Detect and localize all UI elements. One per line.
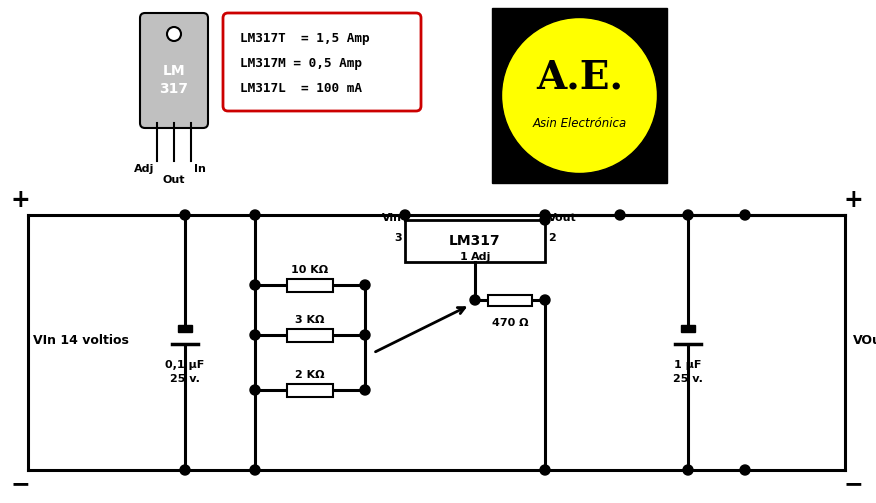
Text: LM317: LM317 xyxy=(449,234,501,248)
FancyBboxPatch shape xyxy=(223,13,421,111)
Text: Asin Electrónica: Asin Electrónica xyxy=(533,117,626,130)
Text: 25 v.: 25 v. xyxy=(170,374,200,384)
Bar xyxy=(488,294,532,305)
Text: Vout: Vout xyxy=(548,213,576,223)
Text: In: In xyxy=(194,164,206,174)
Circle shape xyxy=(360,330,370,340)
Text: 2 KΩ: 2 KΩ xyxy=(295,370,325,380)
Text: 470 Ω: 470 Ω xyxy=(491,318,528,328)
Circle shape xyxy=(250,330,260,340)
Text: 3 KΩ: 3 KΩ xyxy=(295,315,325,325)
Circle shape xyxy=(400,210,410,220)
Circle shape xyxy=(683,465,693,475)
Text: 2: 2 xyxy=(548,233,555,243)
Circle shape xyxy=(470,295,480,305)
Text: VOut: VOut xyxy=(853,333,876,347)
Circle shape xyxy=(180,465,190,475)
Text: 0,1 μF: 0,1 μF xyxy=(166,360,205,370)
FancyBboxPatch shape xyxy=(140,13,208,128)
Text: 1: 1 xyxy=(459,252,467,262)
Circle shape xyxy=(250,385,260,395)
Text: Adj: Adj xyxy=(471,252,491,262)
Circle shape xyxy=(540,215,550,225)
Text: LM
317: LM 317 xyxy=(159,64,188,96)
Text: −: − xyxy=(843,472,863,496)
Text: 1 μF: 1 μF xyxy=(675,360,702,370)
Text: +: + xyxy=(11,188,30,212)
Circle shape xyxy=(180,210,190,220)
Bar xyxy=(287,383,333,396)
Text: VIn 14 voltios: VIn 14 voltios xyxy=(33,333,129,347)
Bar xyxy=(405,220,545,262)
Text: 25 v.: 25 v. xyxy=(673,374,703,384)
Circle shape xyxy=(360,280,370,290)
Text: Adj: Adj xyxy=(134,164,154,174)
Bar xyxy=(492,8,667,183)
Text: −: − xyxy=(11,472,30,496)
Text: 10 KΩ: 10 KΩ xyxy=(292,265,328,275)
Circle shape xyxy=(683,210,693,220)
Text: LM317L  = 100 mA: LM317L = 100 mA xyxy=(240,81,362,95)
Text: +: + xyxy=(843,188,863,212)
Circle shape xyxy=(540,295,550,305)
Circle shape xyxy=(740,210,750,220)
Circle shape xyxy=(615,210,625,220)
Circle shape xyxy=(501,18,658,174)
Bar xyxy=(287,279,333,292)
Bar xyxy=(681,325,695,332)
Text: 3: 3 xyxy=(394,233,402,243)
Text: Out: Out xyxy=(163,175,185,185)
Circle shape xyxy=(360,385,370,395)
Circle shape xyxy=(250,210,260,220)
Text: LM317T  = 1,5 Amp: LM317T = 1,5 Amp xyxy=(240,32,370,44)
Text: Vin: Vin xyxy=(382,213,402,223)
Circle shape xyxy=(250,280,260,290)
Circle shape xyxy=(250,465,260,475)
Circle shape xyxy=(540,465,550,475)
Circle shape xyxy=(167,27,181,41)
Text: LM317M = 0,5 Amp: LM317M = 0,5 Amp xyxy=(240,56,362,69)
Circle shape xyxy=(740,465,750,475)
Circle shape xyxy=(540,210,550,220)
Bar xyxy=(287,328,333,342)
Text: A.E.: A.E. xyxy=(536,58,623,97)
Bar xyxy=(178,325,192,332)
